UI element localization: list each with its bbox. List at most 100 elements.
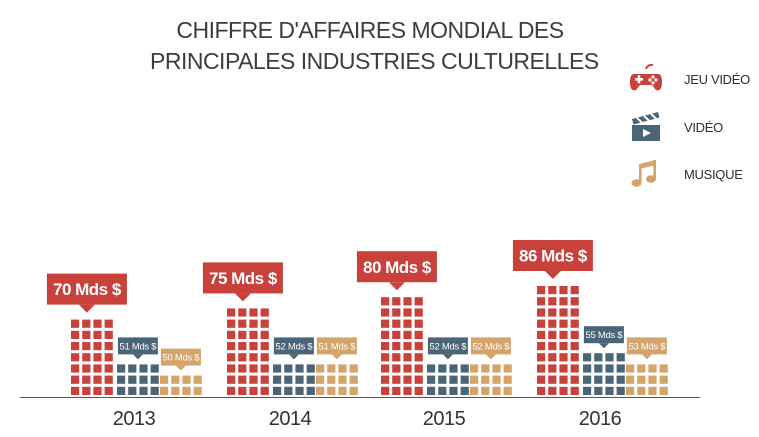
bar-jeu-video-2014 [227, 308, 269, 395]
bar-cell [82, 386, 91, 395]
bar-cell [492, 375, 501, 384]
value-label-box [202, 262, 283, 294]
bar-cell [71, 353, 80, 362]
bar-video-2016 [583, 353, 625, 395]
bar-cell [249, 330, 258, 339]
bar-cell [414, 386, 423, 395]
bar-cell [403, 375, 412, 384]
bar-cell [227, 353, 236, 362]
bar-cell [238, 319, 247, 328]
bar-cell [238, 364, 247, 373]
bar-cell [273, 375, 282, 384]
bar-cell [93, 342, 102, 351]
bar-cell [171, 386, 180, 395]
bar-cell [238, 330, 247, 339]
bar-cell [548, 319, 557, 328]
bar-video-2013 [117, 364, 159, 395]
value-label-musique-2013: 50 Mds $ [160, 348, 201, 371]
bar-cell [403, 364, 412, 373]
bar-musique-2014 [316, 364, 358, 395]
bar-cell [273, 364, 282, 373]
bar-cell [548, 353, 557, 362]
bar-cell [616, 364, 625, 373]
bar-cell [82, 353, 91, 362]
bar-cell [128, 364, 137, 373]
bar-cell [381, 308, 390, 317]
value-label-jeu-video-2015: 80 Mds $ [356, 251, 437, 291]
bar-cell [537, 286, 546, 295]
bar-cell [139, 375, 148, 384]
bar-cell [414, 297, 423, 306]
bar-cell [403, 297, 412, 306]
bar-cell [470, 375, 479, 384]
bar-cell [306, 364, 315, 373]
bar-cell [327, 386, 336, 395]
bar-cell [117, 375, 126, 384]
bar-cell [93, 330, 102, 339]
bar-cell [260, 375, 269, 384]
bar-cell [570, 375, 579, 384]
bar-cell [559, 286, 568, 295]
bar-cell [570, 353, 579, 362]
year-group-2014: 75 Mds $ 52 Mds $ 51 Mds $ 2014 [202, 262, 358, 430]
bar-cell [160, 375, 169, 384]
bar-cell [583, 353, 592, 362]
bar-jeu-video-2015 [381, 297, 423, 395]
value-label-box [160, 348, 201, 366]
bar-cell [637, 375, 646, 384]
bar-cell [605, 364, 614, 373]
bar-cell [605, 386, 614, 395]
value-label-pointer [388, 282, 405, 291]
bar-cell [349, 386, 358, 395]
bar-cell [327, 364, 336, 373]
bar-cell [93, 375, 102, 384]
bar-cell [249, 364, 258, 373]
bar-cell [427, 386, 436, 395]
bar-cell [583, 386, 592, 395]
value-label-box [273, 337, 314, 355]
bar-cell [238, 342, 247, 351]
music-note-icon [631, 160, 656, 187]
bar-cell [128, 386, 137, 395]
chart-title-line-1: CHIFFRE D'AFFAIRES MONDIAL DES [176, 17, 564, 43]
value-label-box [356, 251, 437, 283]
bar-cell [537, 342, 546, 351]
value-label-text: 51 Mds $ [120, 341, 158, 352]
value-label-jeu-video-2014: 75 Mds $ [202, 262, 283, 302]
bar-cell [548, 286, 557, 295]
value-label-text: 50 Mds $ [163, 353, 201, 364]
bar-cell [295, 375, 304, 384]
bar-cell [260, 330, 269, 339]
bar-cell [481, 386, 490, 395]
value-label-box [512, 240, 593, 271]
bar-cell [537, 297, 546, 306]
bar-cell [438, 386, 447, 395]
bar-cell [637, 364, 646, 373]
value-label-musique-2016: 53 Mds $ [626, 337, 667, 360]
bar-cell [594, 386, 603, 395]
bar-cell [548, 386, 557, 395]
bar-cell [648, 364, 657, 373]
legend-item-video: VIDÉO [628, 108, 758, 148]
bar-cell [605, 353, 614, 362]
bar-cell [648, 386, 657, 395]
x-tick-label-2014: 2014 [269, 408, 312, 430]
bar-cell [403, 330, 412, 339]
bar-cell [82, 375, 91, 384]
bar-cell [403, 319, 412, 328]
bar-cell [71, 386, 80, 395]
bar-cell [316, 375, 325, 384]
bar-cell [295, 386, 304, 395]
bar-cell [659, 364, 668, 373]
value-label-text: 86 Mds $ [519, 247, 588, 266]
bar-cell [460, 375, 469, 384]
bar-cell [316, 364, 325, 373]
bar-cell [559, 386, 568, 395]
bar-cell [414, 364, 423, 373]
bar-cell [470, 364, 479, 373]
bar-cell [414, 319, 423, 328]
bar-cell [139, 364, 148, 373]
bar-cell [117, 386, 126, 395]
bar-cell [559, 353, 568, 362]
bar-cell [559, 364, 568, 373]
